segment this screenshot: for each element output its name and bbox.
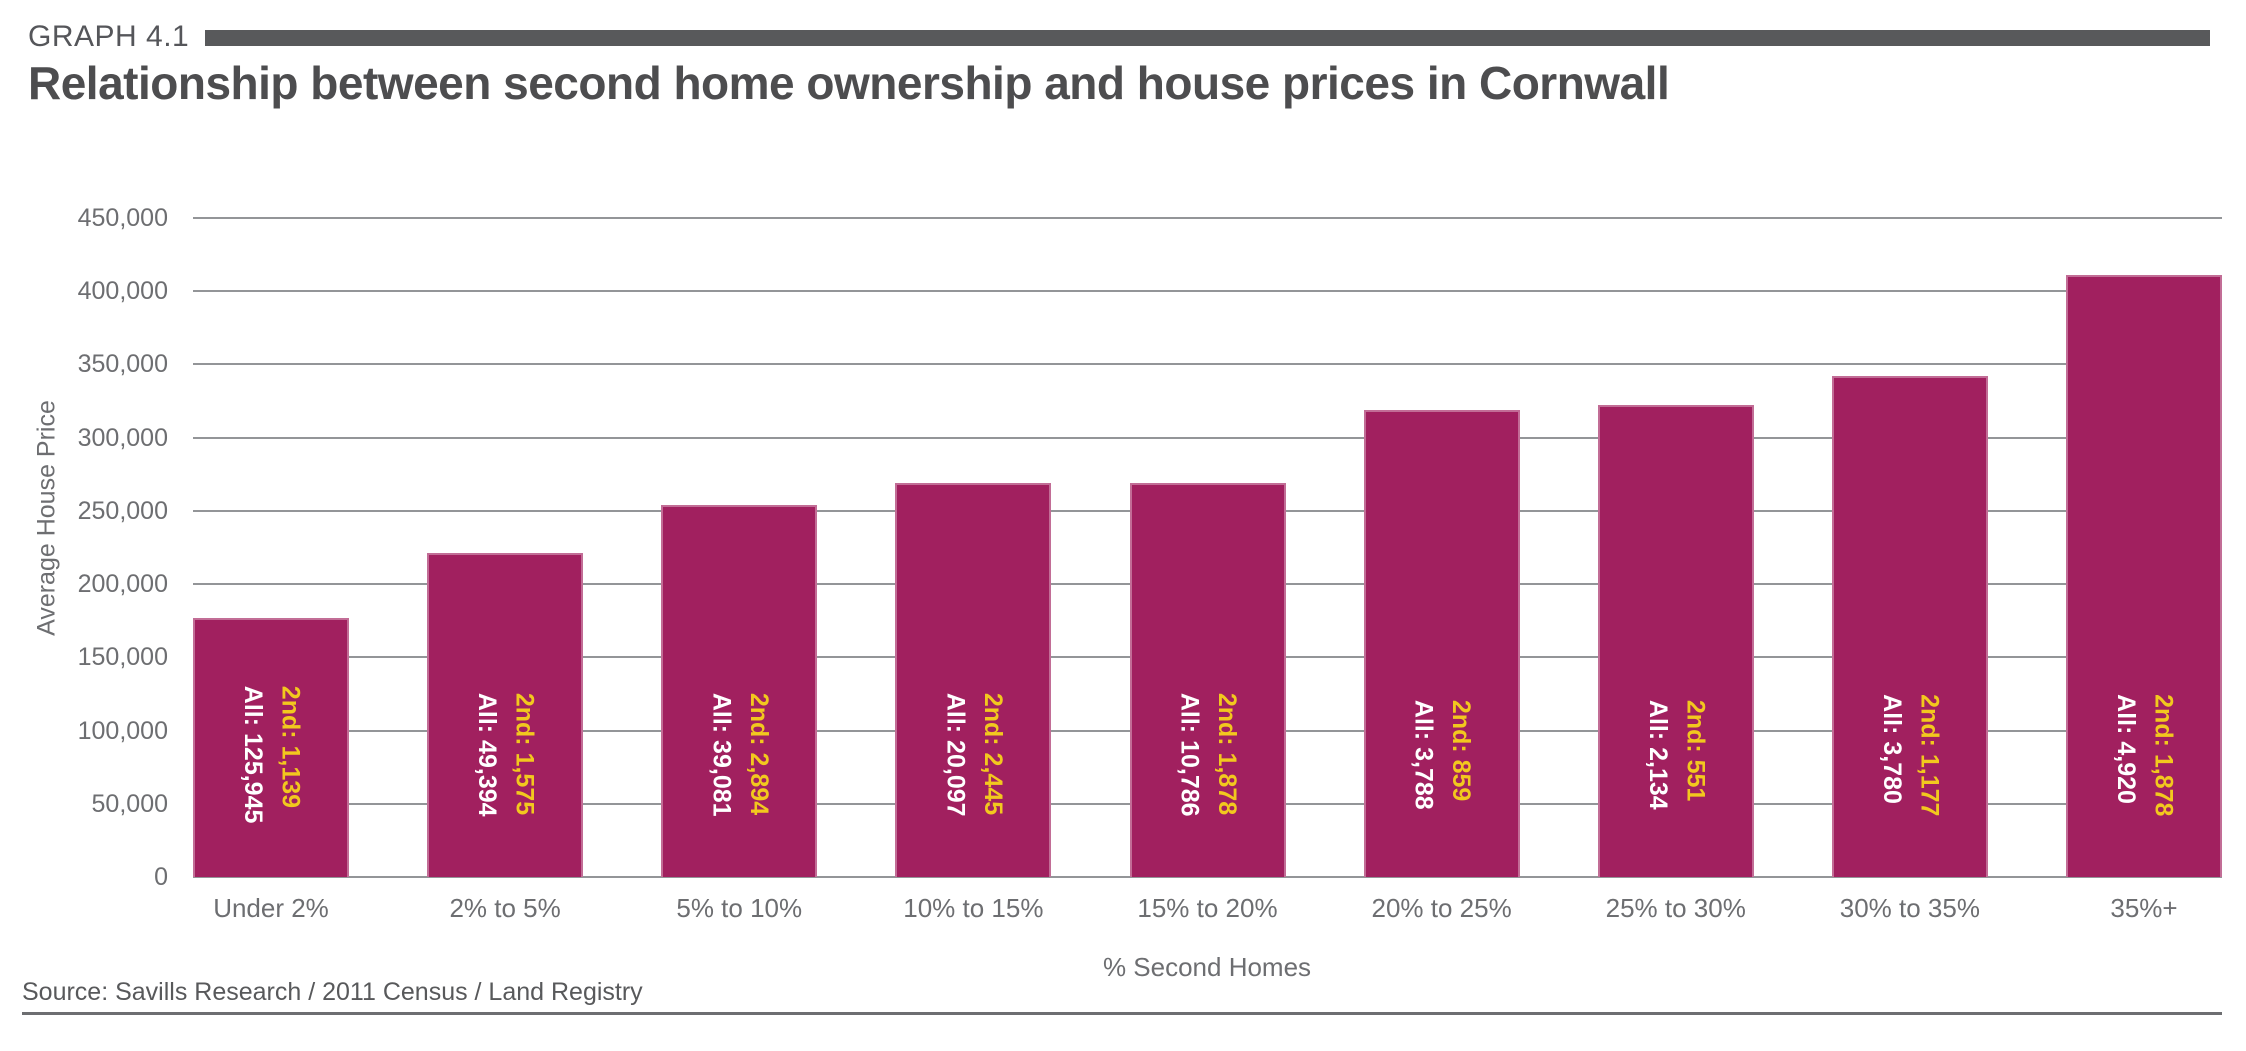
bar: 2nd: 1,139 All: 125,945 xyxy=(193,617,349,877)
gridline xyxy=(193,363,2222,366)
x-tick-label: 10% to 15% xyxy=(903,893,1044,923)
x-tick-label: Under 2% xyxy=(213,893,329,923)
bar-value-labels: 2nd: 1,878 All: 10,786 xyxy=(1170,693,1245,817)
y-tick-label: 450,000 xyxy=(77,204,168,232)
y-tick-label: 300,000 xyxy=(77,423,168,452)
y-tick-label: 250,000 xyxy=(77,496,168,525)
all-homes-count-label: All: 4,920 xyxy=(2112,693,2140,804)
second-homes-count-label: 2nd: 1,878 xyxy=(2149,693,2178,817)
y-tick-label: 50,000 xyxy=(91,789,168,818)
x-tick-label: 20% to 25% xyxy=(1371,893,1512,923)
y-tick-label: 350,000 xyxy=(77,350,168,379)
second-homes-count-label: 2nd: 1,575 xyxy=(510,693,539,816)
all-homes-count-label: All: 3,788 xyxy=(1409,700,1438,810)
bar-value-labels: 2nd: 1,575 All: 49,394 xyxy=(468,693,543,817)
all-homes-count-label: All: 20,097 xyxy=(941,693,970,817)
x-tick-label: 30% to 35% xyxy=(1839,893,1980,923)
second-homes-count-label: 2nd: 1,177 xyxy=(1915,693,1944,817)
bar: 2nd: 1,878 All: 4,920 xyxy=(2066,275,2222,877)
x-tick-label: 25% to 30% xyxy=(1605,893,1746,923)
bar-value-labels: 2nd: 1,878 All: 4,920 xyxy=(2107,694,2182,816)
all-homes-count-label: All: 3,780 xyxy=(1877,693,1906,804)
second-homes-count-label: 2nd: 551 xyxy=(1681,700,1710,802)
all-homes-count-label: All: 10,786 xyxy=(1175,693,1204,817)
second-homes-count-label: 2nd: 1,878 xyxy=(1213,693,1241,816)
all-homes-count-label: All: 39,081 xyxy=(707,693,736,817)
x-tick-label: 35%+ xyxy=(2110,893,2178,923)
gridline xyxy=(193,290,2222,293)
y-tick-label: 100,000 xyxy=(77,716,168,745)
second-homes-count-label: 2nd: 859 xyxy=(1447,700,1476,802)
source-text: Source: Savills Research / 2011 Census /… xyxy=(22,978,643,1006)
all-homes-count-label: All: 2,134 xyxy=(1643,700,1672,810)
bar-value-labels: 2nd: 859 All: 3,788 xyxy=(1404,700,1479,810)
second-homes-count-label: 2nd: 2,894 xyxy=(744,693,773,816)
bar-value-labels: 2nd: 2,445 All: 20,097 xyxy=(936,693,1011,817)
bar: 2nd: 1,177 All: 3,780 xyxy=(1831,376,1988,877)
bar: 2nd: 2,894 All: 39,081 xyxy=(661,505,818,877)
x-axis-title: % Second Homes xyxy=(1102,952,1312,982)
y-tick-label: 200,000 xyxy=(77,570,168,599)
gridline xyxy=(193,876,2222,878)
bar-value-labels: 2nd: 2,894 All: 39,081 xyxy=(702,693,777,817)
header-rule xyxy=(205,30,2210,46)
page-title: Relationship between second home ownersh… xyxy=(28,57,1670,109)
x-tick-label: 15% to 20% xyxy=(1137,893,1278,923)
bar: 2nd: 1,575 All: 49,394 xyxy=(427,553,584,877)
bar: 2nd: 1,878 All: 10,786 xyxy=(1129,483,1286,877)
y-tick-label: 400,000 xyxy=(77,277,168,306)
bar: 2nd: 2,445 All: 20,097 xyxy=(895,483,1052,877)
x-tick-label: 5% to 10% xyxy=(676,893,803,923)
bar-value-labels: 2nd: 1,177 All: 3,780 xyxy=(1872,694,1947,816)
all-homes-count-label: All: 125,945 xyxy=(239,686,267,824)
graph-number-label: GRAPH 4.1 xyxy=(28,20,190,53)
x-tick-label: 2% to 5% xyxy=(449,893,561,923)
y-tick-label: 150,000 xyxy=(77,643,168,672)
gridline xyxy=(193,217,2222,219)
bar: 2nd: 551 All: 2,134 xyxy=(1597,405,1754,877)
bar-value-labels: 2nd: 551 All: 2,134 xyxy=(1638,700,1713,810)
footer-rule xyxy=(22,1012,2222,1015)
header: GRAPH 4.1 xyxy=(28,20,2210,53)
second-homes-count-label: 2nd: 1,139 xyxy=(276,686,305,809)
bar-value-labels: 2nd: 1,139 All: 125,945 xyxy=(234,686,309,824)
second-homes-count-label: 2nd: 2,445 xyxy=(978,693,1007,816)
all-homes-count-label: All: 49,394 xyxy=(473,693,502,817)
bar: 2nd: 859 All: 3,788 xyxy=(1363,409,1520,877)
y-tick-label: 0 xyxy=(154,863,168,891)
gridline xyxy=(193,436,2222,439)
plot-area: 2nd: 1,139 All: 125,945 2nd: 1,575 All: 49,… xyxy=(193,217,2222,878)
